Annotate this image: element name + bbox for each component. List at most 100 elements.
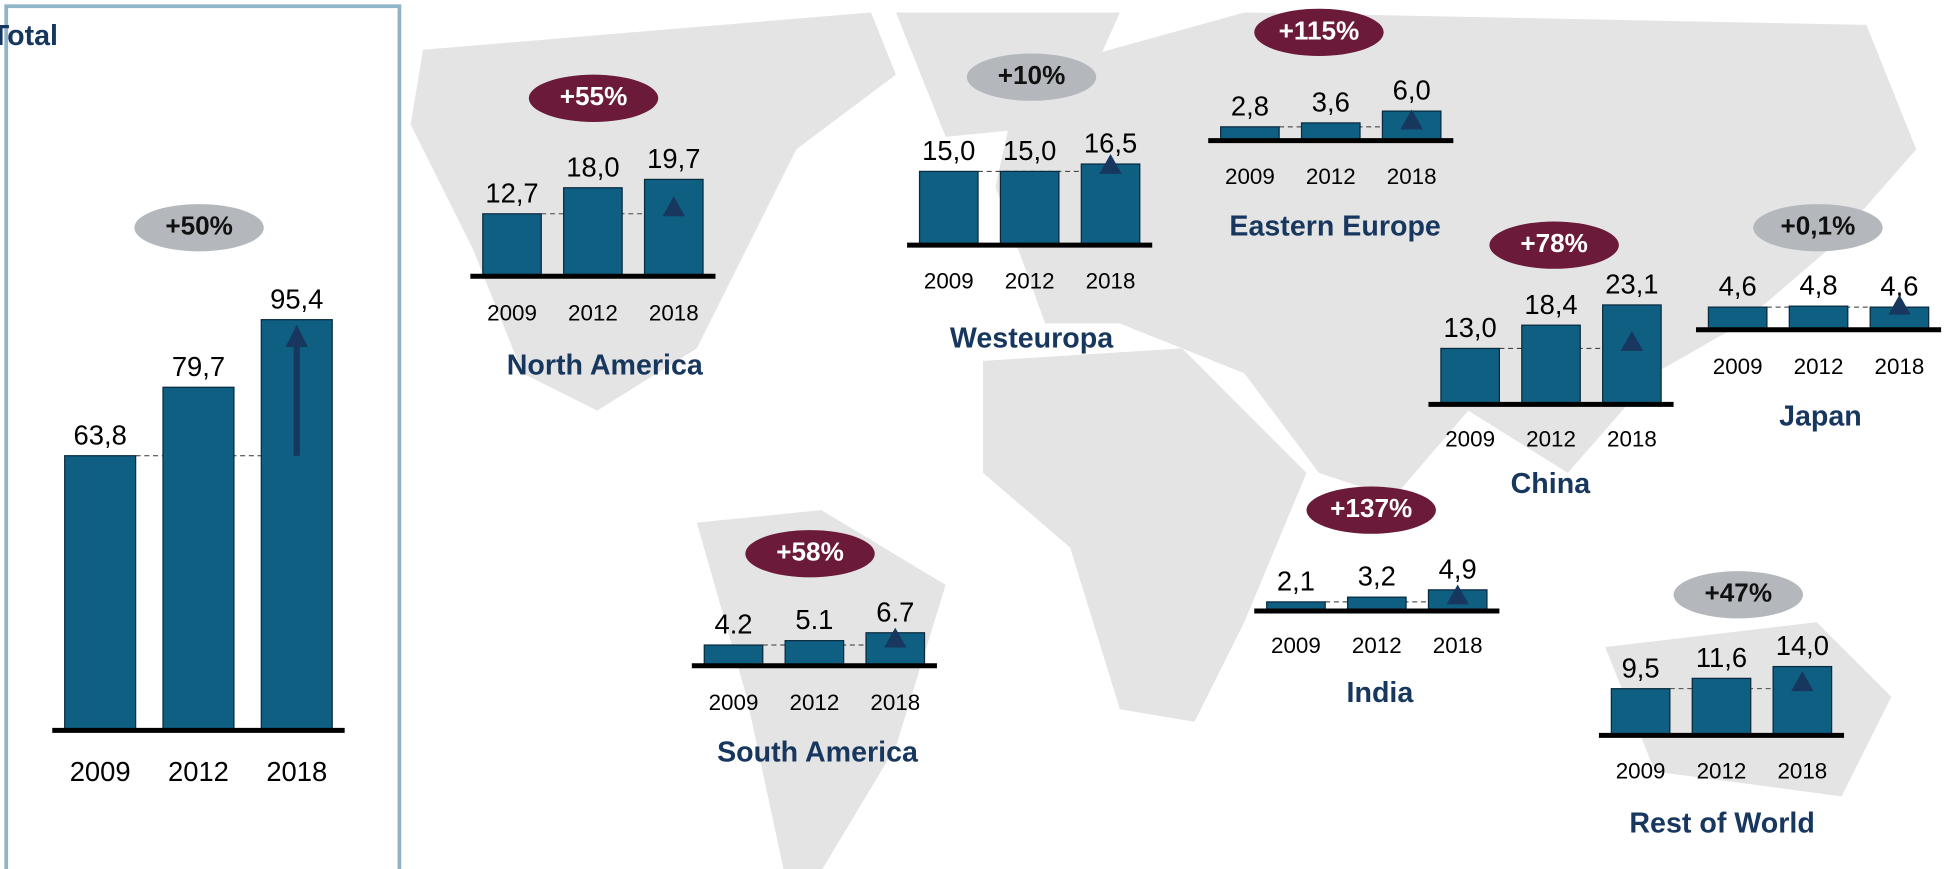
data-label: 19,7 [647, 143, 700, 174]
growth-label: +115% [1279, 15, 1360, 45]
growth-badge [1753, 204, 1883, 252]
bar [1610, 688, 1671, 737]
x-tick-label: 2012 [1005, 268, 1055, 293]
data-label: 6.7 [876, 596, 914, 627]
data-label: 4,6 [1719, 271, 1757, 302]
data-label: 2,8 [1231, 90, 1269, 121]
bar [1707, 306, 1768, 331]
x-tick-label: 2012 [790, 690, 840, 715]
x-tick-label: 2009 [1616, 759, 1666, 784]
x-tick-label: 2018 [1433, 633, 1483, 658]
bar [1080, 163, 1141, 246]
chart-title: Westeuropa [950, 322, 1114, 354]
growth-badge [745, 530, 875, 578]
data-label: 6,0 [1393, 75, 1431, 106]
x-tick-label: 2009 [1713, 354, 1763, 379]
bar [1300, 122, 1361, 142]
growth-badge [1489, 221, 1619, 269]
bar [1440, 347, 1501, 406]
data-label: 16,5 [1084, 128, 1137, 159]
chart-title: South America [717, 737, 919, 769]
growth-label: +137% [1330, 493, 1412, 523]
bar [1691, 677, 1752, 737]
chart-title: Japan [1779, 401, 1862, 433]
data-label: 4.2 [714, 609, 752, 640]
growth-label: +55% [560, 81, 628, 111]
growth-label: +10% [998, 60, 1066, 90]
x-tick-label: 2018 [1777, 759, 1827, 784]
x-tick-label: 2012 [1306, 164, 1356, 189]
x-tick-label: 2012 [1526, 426, 1576, 451]
x-tick-label: 2018 [1387, 164, 1437, 189]
x-tick-label: 2018 [649, 301, 699, 326]
data-label: 18,4 [1524, 289, 1577, 320]
growth-badge [528, 74, 659, 122]
data-label: 79,7 [172, 351, 225, 382]
growth-arrow-head [884, 627, 907, 648]
growth-label: +50% [165, 211, 233, 241]
x-tick-label: 2018 [1086, 268, 1136, 293]
growth-badge [1306, 486, 1436, 534]
x-tick-label: 2018 [870, 690, 920, 715]
x-tick-label: 2012 [568, 301, 618, 326]
bar [643, 178, 704, 277]
data-label: 18,0 [566, 151, 619, 182]
bar [482, 213, 542, 277]
data-label: 3,2 [1358, 561, 1396, 592]
chart-title: China [1511, 468, 1592, 500]
growth-arrow-head [285, 324, 308, 348]
x-tick-label: 2009 [1271, 633, 1321, 658]
chart-title: India [1347, 677, 1415, 709]
growth-badge [1254, 8, 1384, 56]
chart-title: Rest of World [1629, 808, 1814, 840]
bar [1788, 305, 1849, 331]
data-label: 2,1 [1277, 565, 1315, 596]
growth-arrow-head [1888, 294, 1911, 315]
x-tick-label: 2009 [709, 690, 759, 715]
x-tick-label: 2012 [1794, 354, 1844, 379]
bar [1602, 304, 1662, 406]
chart-title: Eastern Europe [1229, 210, 1440, 242]
bar [999, 170, 1060, 246]
data-label: 23,1 [1605, 269, 1658, 300]
bar [918, 170, 979, 246]
growth-arrow-head [1620, 331, 1644, 351]
x-tick-label: 2018 [266, 756, 327, 787]
world-map [410, 12, 1917, 869]
growth-badge [134, 204, 264, 252]
bar [703, 644, 764, 667]
chart-title: North America [507, 350, 704, 382]
x-tick-label: 2012 [1352, 633, 1402, 658]
data-label: 11,6 [1696, 642, 1747, 673]
x-tick-label: 2012 [168, 756, 229, 787]
growth-label: +78% [1520, 228, 1588, 258]
growth-label: +47% [1705, 578, 1773, 608]
bar [64, 455, 137, 732]
x-tick-label: 2012 [1697, 759, 1747, 784]
growth-label: +0,1% [1781, 211, 1856, 241]
data-label: 9,5 [1622, 652, 1660, 683]
bar [563, 187, 623, 277]
data-label: 13,0 [1444, 312, 1497, 343]
growth-arrow-head [1791, 671, 1814, 692]
bar [1521, 324, 1581, 406]
data-label: 3,6 [1312, 86, 1350, 117]
data-label: 95,4 [270, 283, 323, 314]
growth-badge [966, 53, 1097, 101]
data-label: 14,0 [1776, 630, 1829, 661]
data-label: 63,8 [74, 419, 127, 450]
x-tick-label: 2009 [1225, 164, 1275, 189]
data-label: 4,8 [1800, 270, 1838, 301]
data-label: 15,0 [1003, 135, 1056, 166]
x-tick-label: 2018 [1607, 426, 1657, 451]
data-label: 15,0 [922, 135, 975, 166]
growth-arrow-head [1099, 153, 1122, 174]
x-tick-label: 2009 [1445, 426, 1495, 451]
growth-arrow-head [662, 196, 685, 217]
x-tick-label: 2009 [487, 301, 537, 326]
data-label: 4,9 [1439, 553, 1477, 584]
data-label: 5.1 [795, 604, 833, 635]
canvas: 63,8 2009 79,7 2012 95,4 2018 +50% Total 12,7 200… [0, 4, 1942, 869]
